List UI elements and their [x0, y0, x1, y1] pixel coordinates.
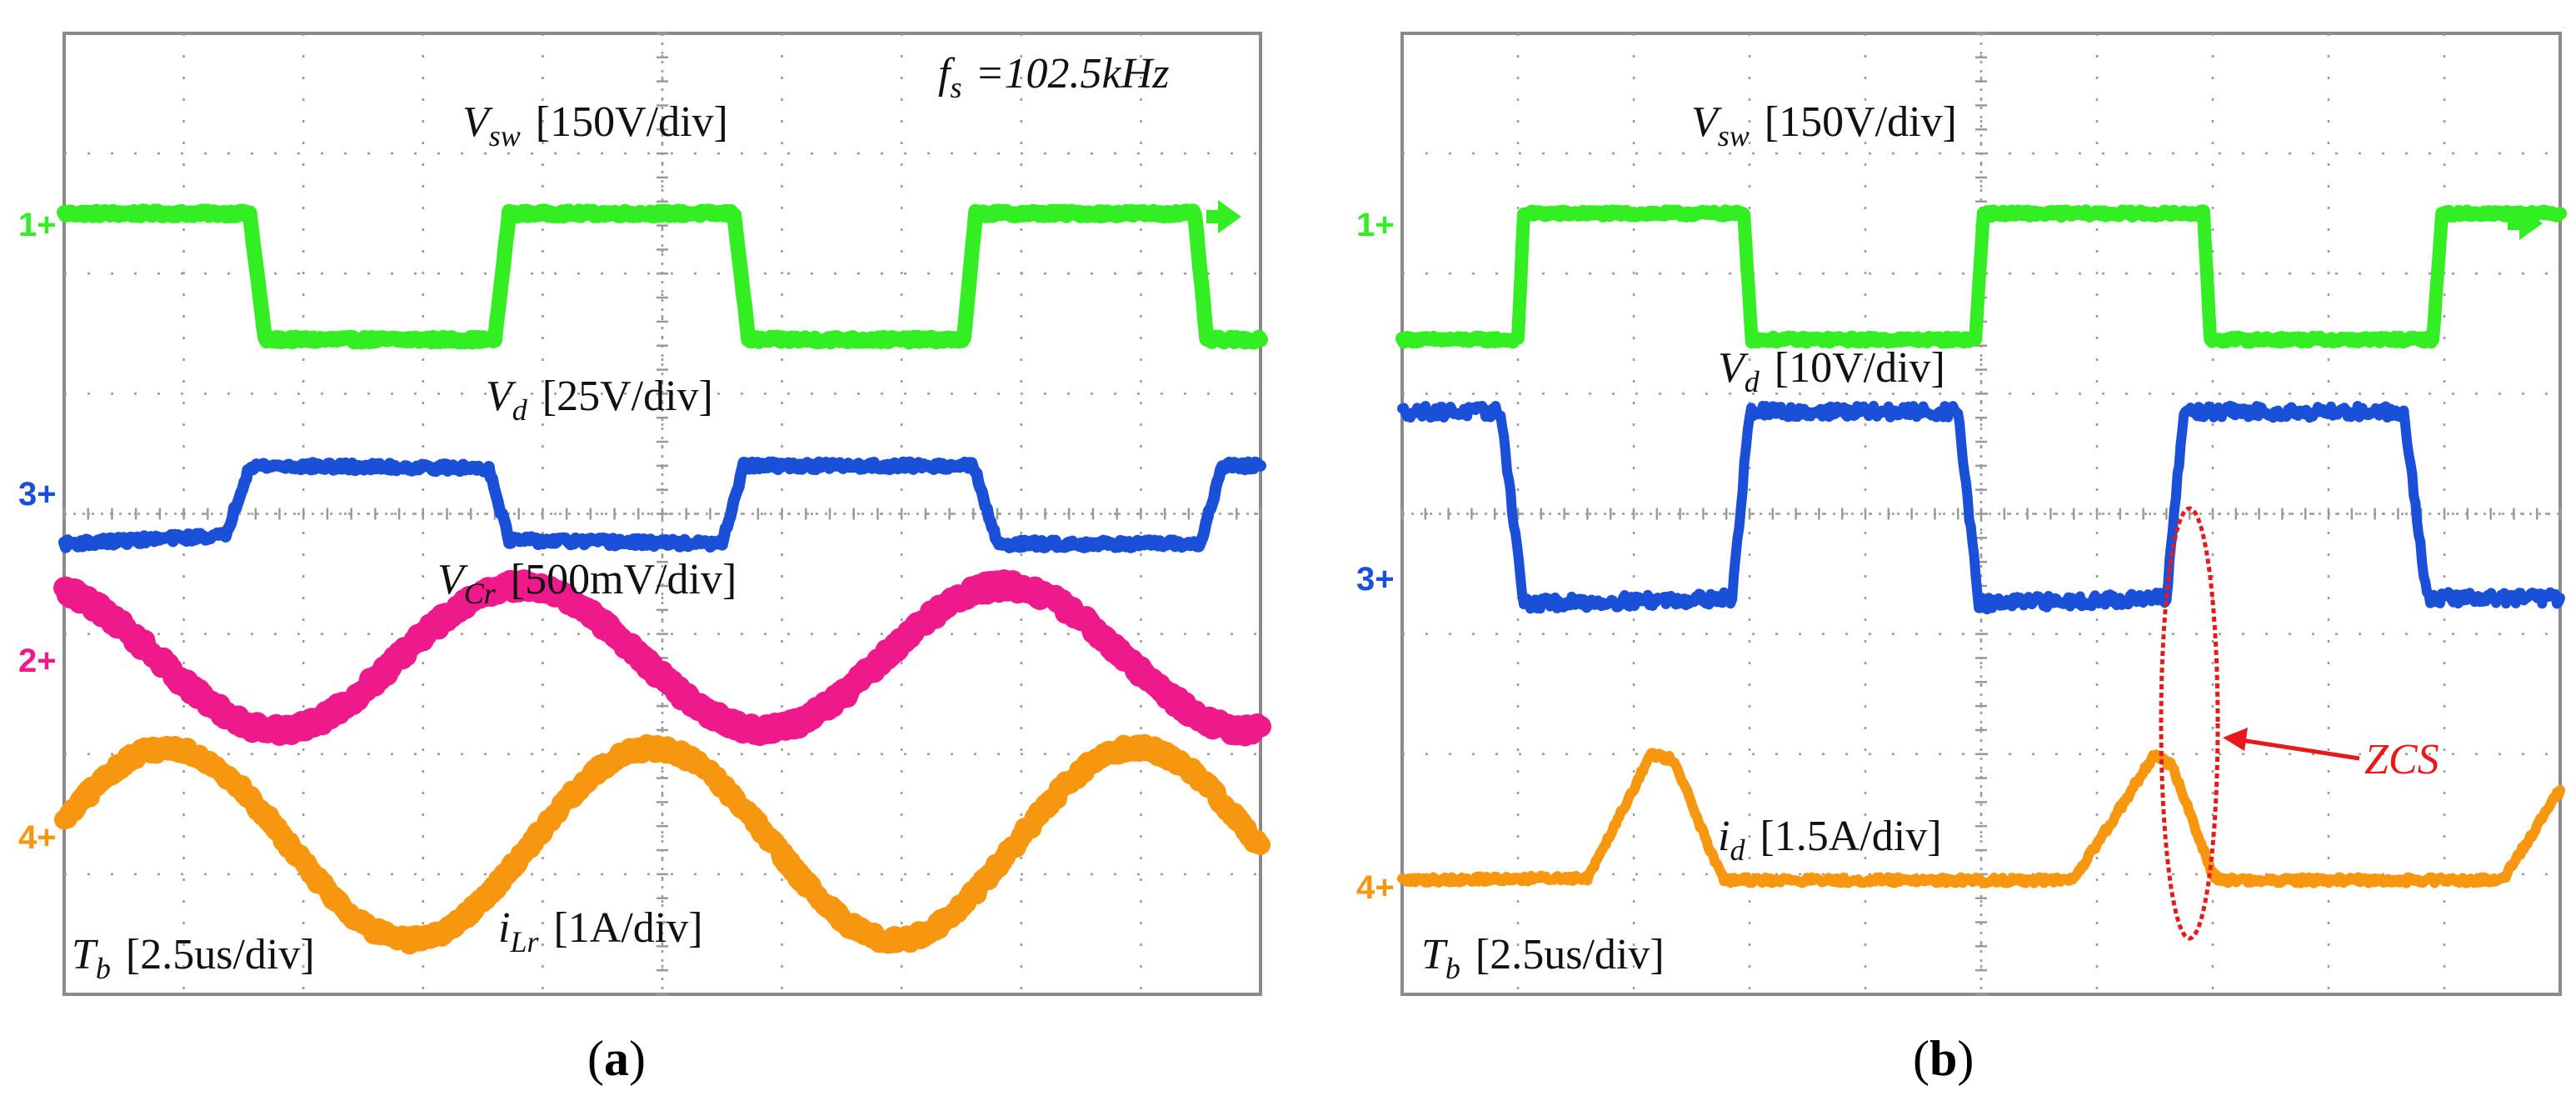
panel-a-channel-markers: 1+ 3+ 2+ 4+ — [18, 207, 57, 856]
zcs-arrow-line — [2240, 738, 2360, 761]
panel-b-channel-markers: 1+ 3+ 4+ — [1356, 207, 1395, 906]
channel-marker-4: 4+ — [18, 819, 57, 856]
channel-marker-1: 1+ — [1356, 207, 1395, 243]
switching-frequency-annotation: fs =102.5kHz — [938, 50, 1169, 104]
channel-marker-2: 2+ — [18, 643, 57, 679]
trace-ilr-panel-a — [54, 733, 1271, 955]
panel-b: 1+ 3+ 4+ Vsw [150V/div] Vd [10V/div] id [1.… — [1356, 32, 2567, 1086]
panel-a-caption: (a) — [587, 1031, 646, 1086]
panel-b-caption: (b) — [1913, 1031, 1974, 1086]
channel-marker-1: 1+ — [18, 207, 57, 243]
zcs-arrow-head — [2223, 728, 2248, 751]
panel-b-traces — [1395, 204, 2567, 888]
vsw-label-a: Vsw [150V/div] — [462, 98, 728, 153]
trace-vd-panel-b — [1397, 400, 2565, 615]
trigger-level-arrow — [2508, 207, 2543, 240]
trace-id-panel-b — [1397, 748, 2565, 888]
vsw-label-b: Vsw [150V/div] — [1691, 98, 1957, 153]
vd-label-b: Vd [10V/div] — [1718, 344, 1945, 398]
timebase-label-b: Tb [2.5us/div] — [1421, 931, 1665, 985]
timebase-label-a: Tb [2.5us/div] — [72, 931, 315, 985]
vd-label-a: Vd [25V/div] — [486, 373, 713, 427]
channel-marker-4: 4+ — [1356, 869, 1395, 906]
zcs-label: ZCS — [2364, 736, 2439, 783]
vcr-label-a: VCr [500mV/div] — [437, 556, 736, 610]
trace-vcr-panel-a — [53, 569, 1271, 747]
channel-marker-3: 3+ — [1356, 561, 1395, 598]
trace-vd-panel-a — [58, 456, 1266, 553]
zcs-annotation: ZCS — [2159, 506, 2439, 941]
channel-marker-3: 3+ — [18, 476, 57, 513]
id-label-b: id [1.5A/div] — [1718, 813, 1942, 867]
panel-a: 1+ 3+ 2+ 4+ fs =102.5kHz Vsw [150V/div] Vd… — [18, 32, 1271, 1086]
ilr-label-a: iLr [1A/div] — [498, 904, 703, 958]
trigger-level-arrow — [1206, 200, 1241, 233]
zcs-ellipse — [2159, 506, 2220, 941]
panel-a-traces — [53, 203, 1271, 955]
trace-vsw-panel-a — [57, 203, 1268, 350]
trace-vsw-panel-b — [1395, 204, 2567, 349]
